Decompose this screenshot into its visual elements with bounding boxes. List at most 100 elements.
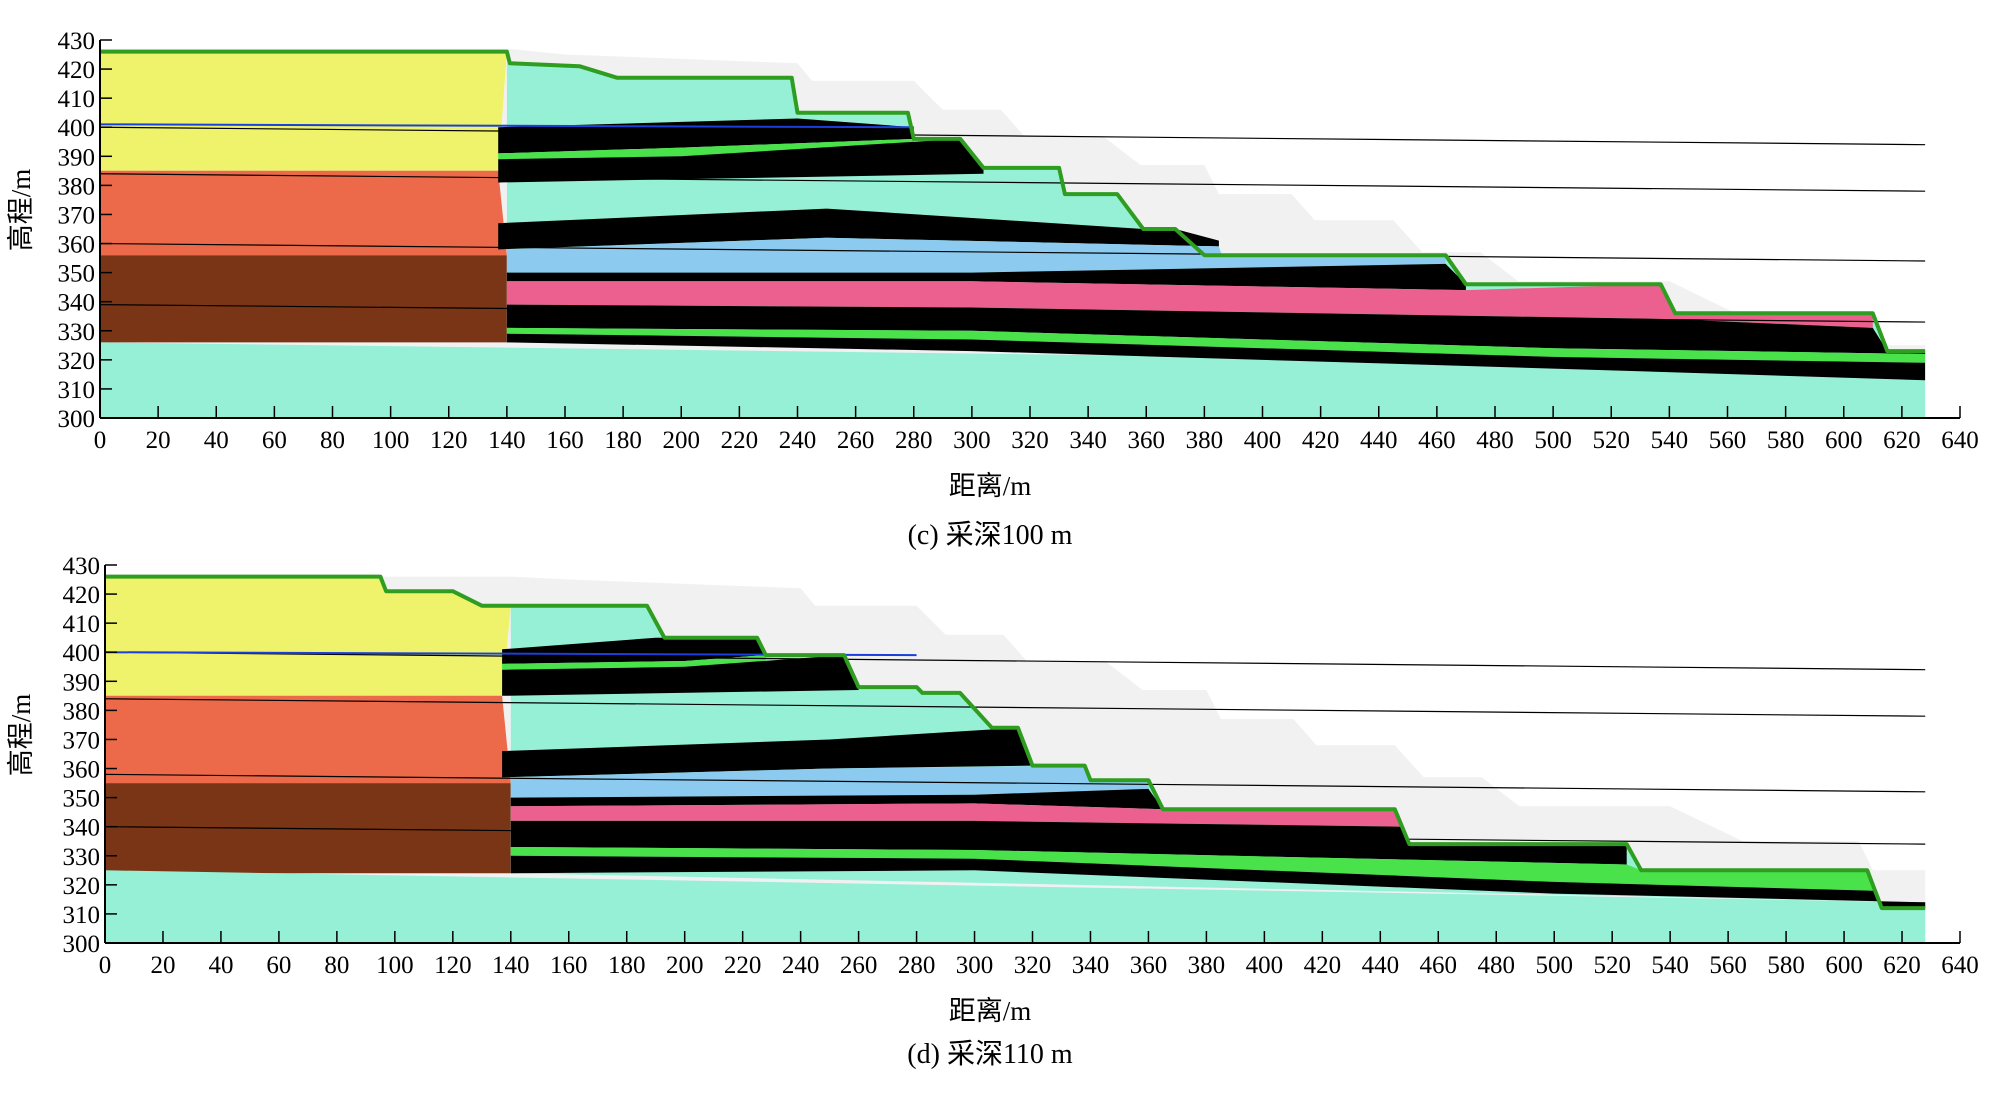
layer-brown-sandstone <box>100 255 507 343</box>
plot-area-c <box>99 40 1960 419</box>
layer-green-band-1 <box>502 655 766 670</box>
blue-horizon-line <box>99 123 914 129</box>
x-tick-label: 480 <box>1476 427 1514 454</box>
x-tick-label: 260 <box>840 952 878 979</box>
layer-loess <box>105 576 511 696</box>
x-tick-label: 560 <box>1709 952 1747 979</box>
x-tick-label: 500 <box>1534 427 1572 454</box>
x-tick-label: 360 <box>1130 952 1168 979</box>
layer-coal-seam-3 <box>498 208 1219 250</box>
x-tick-label: 200 <box>666 952 704 979</box>
panel-c: 3003103203303403503603703803904004104204… <box>6 28 1979 551</box>
x-tick-label: 360 <box>1128 427 1166 454</box>
y-tick-label: 300 <box>63 931 101 958</box>
layer-red-clay <box>100 170 507 256</box>
slope-surface-line <box>100 49 1926 354</box>
caption-c: (c) 采深100 m <box>908 520 1073 551</box>
y-tick-label: 350 <box>63 786 101 813</box>
y-tick-label: 390 <box>63 669 101 696</box>
x-tick-label: 140 <box>488 427 526 454</box>
x-tick-label: 600 <box>1825 952 1863 979</box>
layer-loess <box>100 51 507 171</box>
x-tick-label: 80 <box>324 952 349 979</box>
x-tick-label: 160 <box>550 952 588 979</box>
layer-pink-mudstone <box>506 281 1873 328</box>
x-tick-label: 100 <box>376 952 414 979</box>
x-tick-label: 180 <box>604 427 642 454</box>
x-tick-label: 120 <box>434 952 472 979</box>
x-tick-label: 600 <box>1825 427 1863 454</box>
y-tick-label: 420 <box>63 582 101 609</box>
y-tick-label: 360 <box>63 757 101 784</box>
slope-surface-line <box>105 574 1926 911</box>
y-tick-label: 380 <box>63 698 101 725</box>
x-tick-label: 80 <box>320 427 345 454</box>
x-tick-label: 440 <box>1360 427 1398 454</box>
x-tick-label: 380 <box>1186 427 1224 454</box>
y-tick-label: 370 <box>58 202 96 229</box>
y-tick-label: 330 <box>63 844 101 871</box>
y-tick-label: 430 <box>63 553 101 580</box>
x-tick-label: 220 <box>724 952 762 979</box>
x-tick-label: 500 <box>1535 952 1573 979</box>
layer-coal-seam-6 <box>506 333 1926 381</box>
x-tick-label: 40 <box>204 427 229 454</box>
y-tick-label: 310 <box>63 902 101 929</box>
layer-green-band-2 <box>506 327 1926 363</box>
y-tick-label: 330 <box>58 319 96 346</box>
x-tick-label: 100 <box>372 427 410 454</box>
y-tick-label: 350 <box>58 261 96 288</box>
y-tick-label: 340 <box>63 815 101 842</box>
x-tick-label: 620 <box>1883 427 1921 454</box>
x-tick-label: 140 <box>492 952 530 979</box>
layer-coal-seam-2 <box>498 138 984 183</box>
x-tick-label: 460 <box>1420 952 1458 979</box>
y-tick-label: 420 <box>58 57 96 84</box>
x-tick-label: 540 <box>1651 427 1689 454</box>
x-axis-title-d: 距离/m <box>949 996 1032 1026</box>
x-tick-label: 560 <box>1709 427 1747 454</box>
x-tick-label: 580 <box>1767 427 1805 454</box>
y-tick-label: 410 <box>58 86 96 113</box>
y-tick-label: 370 <box>63 727 101 754</box>
y-tick-label: 430 <box>58 28 96 55</box>
y-tick-label: 340 <box>58 290 96 317</box>
layer-coal-seam-4 <box>506 263 1466 291</box>
y-tick-label: 400 <box>63 640 101 667</box>
x-tick-label: 320 <box>1011 427 1049 454</box>
x-tick-label: 460 <box>1418 427 1456 454</box>
x-tick-label: 60 <box>262 427 287 454</box>
caption-d: (d) 采深110 m <box>907 1039 1073 1070</box>
layer-blue-sandstone <box>506 237 1446 273</box>
horizon-line <box>104 773 1926 793</box>
layer-green-band-2 <box>510 847 1873 891</box>
x-tick-label: 400 <box>1244 427 1282 454</box>
layer-coal-seam-3 <box>502 727 1033 778</box>
x-tick-label: 620 <box>1883 952 1921 979</box>
y-tick-label: 380 <box>58 173 96 200</box>
y-tick-label: 320 <box>58 348 96 375</box>
x-tick-label: 440 <box>1362 952 1400 979</box>
layer-base-rock <box>105 870 1926 943</box>
x-axis-title-c: 距离/m <box>949 471 1032 501</box>
layer-coal-seam-6 <box>510 855 1926 909</box>
x-tick-label: 520 <box>1593 952 1631 979</box>
horizon-line <box>104 698 1926 717</box>
x-tick-label: 400 <box>1246 952 1284 979</box>
x-tick-label: 180 <box>608 952 646 979</box>
y-tick-label: 400 <box>58 115 96 142</box>
horizon-line <box>104 826 1926 845</box>
y-tick-label: 390 <box>58 144 96 171</box>
layer-green-band-1 <box>498 138 914 160</box>
x-tick-label: 220 <box>721 427 759 454</box>
x-tick-label: 200 <box>663 427 701 454</box>
horizon-line <box>99 173 1926 192</box>
x-tick-label: 300 <box>956 952 994 979</box>
y-tick-label: 320 <box>63 873 101 900</box>
panel-d: 3003103203303403503603703803904004104204… <box>6 553 1979 1070</box>
layer-coal-seam-2 <box>502 655 859 696</box>
x-tick-label: 420 <box>1302 427 1340 454</box>
x-tick-label: 320 <box>1014 952 1052 979</box>
